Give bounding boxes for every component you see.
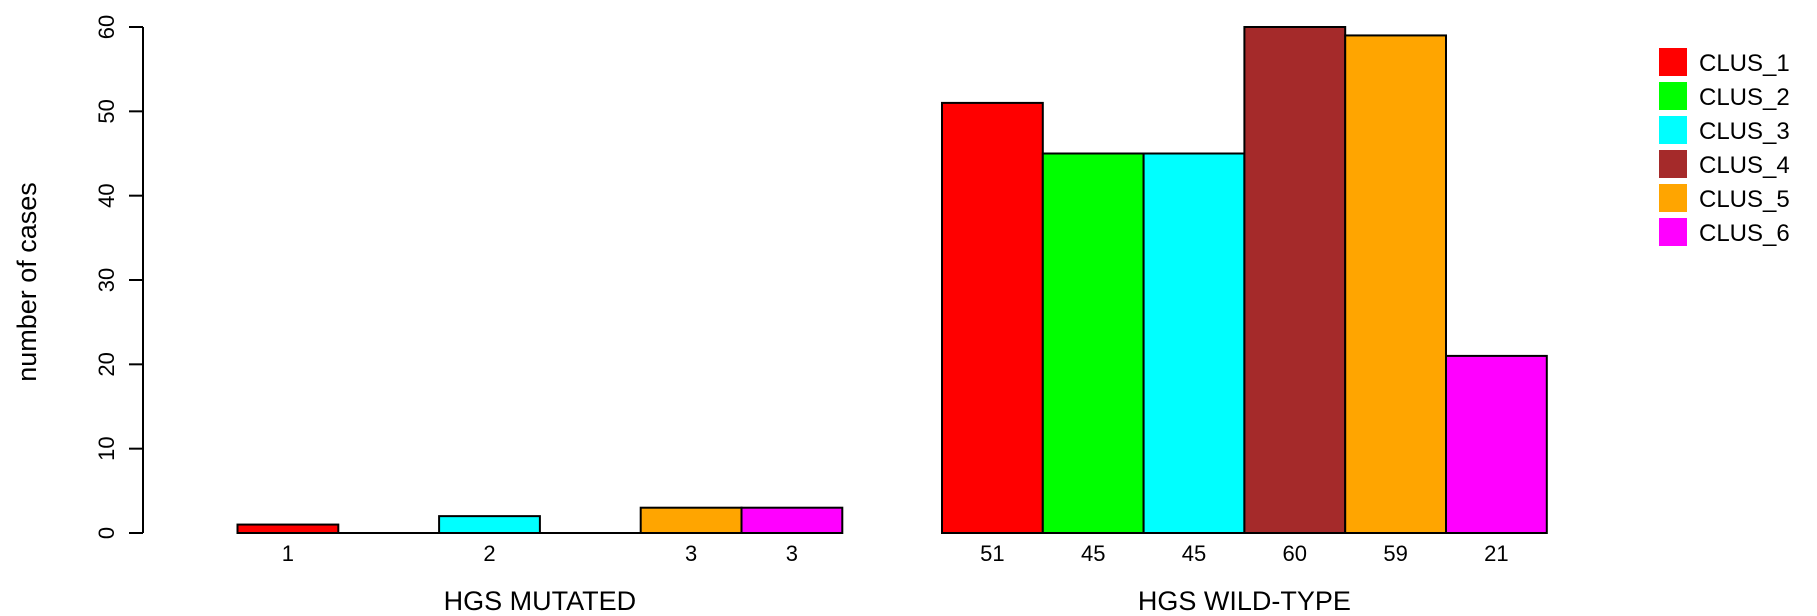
legend-label: CLUS_5 bbox=[1699, 186, 1790, 213]
y-tick-label: 60 bbox=[94, 15, 119, 39]
y-axis: 0 10 20 30 40 50 60 number of cases bbox=[12, 15, 144, 539]
bar bbox=[1445, 354, 1548, 534]
y-tick-label: 0 bbox=[94, 527, 119, 539]
bar bbox=[740, 506, 844, 535]
legend-label: CLUS_6 bbox=[1699, 220, 1790, 247]
count-labels: 1 2 3 3 51 45 45 60 59 21 bbox=[282, 541, 1509, 566]
bar bbox=[1041, 152, 1145, 534]
legend-label: CLUS_4 bbox=[1699, 152, 1790, 179]
bar bbox=[1243, 26, 1347, 534]
group-label: HGS MUTATED bbox=[444, 586, 637, 616]
group-label: HGS WILD-TYPE bbox=[1138, 586, 1351, 616]
bar bbox=[941, 101, 1044, 535]
bar-count-label: 45 bbox=[1182, 541, 1206, 566]
bar-count-label: 21 bbox=[1484, 541, 1508, 566]
legend-swatch bbox=[1659, 150, 1687, 178]
legend: CLUS_1 CLUS_2 CLUS_3 CLUS_4 CLUS_5 CLUS_6 bbox=[1659, 48, 1790, 247]
bar-count-label: 45 bbox=[1081, 541, 1105, 566]
legend-swatch bbox=[1659, 82, 1687, 110]
bar-count-label: 59 bbox=[1383, 541, 1407, 566]
bar bbox=[1344, 34, 1447, 535]
group-labels: HGS MUTATED HGS WILD-TYPE bbox=[444, 586, 1351, 616]
bars bbox=[236, 26, 1548, 535]
y-tick-label: 50 bbox=[94, 99, 119, 123]
legend-label: CLUS_1 bbox=[1699, 50, 1790, 77]
legend-label: CLUS_3 bbox=[1699, 118, 1790, 145]
legend-swatch bbox=[1659, 116, 1687, 144]
bar-count-label: 1 bbox=[282, 541, 294, 566]
y-axis-title: number of cases bbox=[12, 182, 42, 382]
bar bbox=[438, 515, 541, 535]
legend-swatch bbox=[1659, 184, 1687, 212]
bar-count-label: 51 bbox=[980, 541, 1004, 566]
bar-count-label: 3 bbox=[786, 541, 798, 566]
legend-swatch bbox=[1659, 48, 1687, 76]
bar-count-label: 3 bbox=[685, 541, 697, 566]
bar bbox=[639, 506, 743, 535]
bar-count-label: 60 bbox=[1283, 541, 1307, 566]
y-tick-label: 10 bbox=[94, 436, 119, 460]
bar bbox=[1142, 152, 1246, 534]
bar-count-label: 2 bbox=[483, 541, 495, 566]
legend-swatch bbox=[1659, 218, 1687, 246]
bar bbox=[236, 523, 340, 534]
legend-label: CLUS_2 bbox=[1699, 84, 1790, 111]
y-tick-label: 30 bbox=[94, 268, 119, 292]
y-tick-label: 40 bbox=[94, 183, 119, 207]
y-tick-label: 20 bbox=[94, 352, 119, 376]
